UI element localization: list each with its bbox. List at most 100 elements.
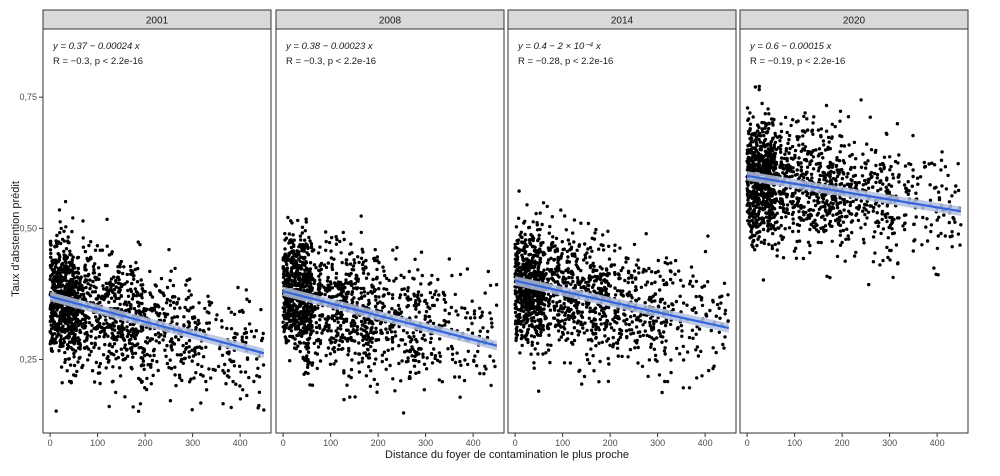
data-point bbox=[374, 327, 377, 330]
data-point bbox=[459, 364, 462, 367]
facet-strip-label: 2014 bbox=[611, 16, 634, 27]
data-point bbox=[93, 271, 96, 274]
data-point bbox=[356, 255, 359, 258]
data-point bbox=[315, 326, 318, 329]
data-point bbox=[69, 363, 72, 366]
data-point bbox=[588, 317, 591, 320]
data-point bbox=[140, 364, 143, 367]
data-point bbox=[233, 332, 236, 335]
data-point bbox=[340, 348, 343, 351]
data-point bbox=[206, 295, 209, 298]
data-point bbox=[466, 363, 469, 366]
data-point bbox=[60, 365, 63, 368]
data-point bbox=[360, 327, 363, 330]
data-point bbox=[351, 268, 354, 271]
data-point bbox=[520, 337, 523, 340]
data-point bbox=[192, 376, 195, 379]
data-point bbox=[430, 353, 433, 356]
data-point bbox=[212, 368, 215, 371]
data-point bbox=[164, 315, 167, 318]
data-point bbox=[92, 285, 95, 288]
data-point bbox=[303, 276, 306, 279]
data-point bbox=[409, 298, 412, 301]
data-point bbox=[576, 265, 579, 268]
data-point bbox=[152, 374, 155, 377]
data-point bbox=[669, 323, 672, 326]
data-point bbox=[428, 315, 431, 318]
data-point bbox=[301, 321, 304, 324]
data-point bbox=[577, 283, 580, 286]
data-point bbox=[547, 334, 550, 337]
data-point bbox=[203, 307, 206, 310]
data-point bbox=[543, 252, 546, 255]
data-point bbox=[184, 283, 187, 286]
data-point bbox=[262, 363, 265, 366]
data-point bbox=[50, 324, 53, 327]
data-point bbox=[205, 388, 208, 391]
data-point bbox=[628, 323, 631, 326]
data-point bbox=[207, 367, 210, 370]
data-point bbox=[557, 309, 560, 312]
data-point bbox=[593, 231, 596, 234]
data-point bbox=[571, 272, 574, 275]
data-point bbox=[612, 336, 615, 339]
data-point bbox=[518, 313, 521, 316]
data-point bbox=[286, 259, 289, 262]
data-point bbox=[473, 309, 476, 312]
data-point bbox=[141, 351, 144, 354]
data-point bbox=[318, 245, 321, 248]
data-point bbox=[555, 237, 558, 240]
data-point bbox=[165, 344, 168, 347]
data-point bbox=[81, 219, 84, 222]
data-point bbox=[75, 327, 78, 330]
data-point bbox=[538, 234, 541, 237]
data-point bbox=[625, 336, 628, 339]
data-point bbox=[103, 343, 106, 346]
data-point bbox=[524, 321, 527, 324]
data-point bbox=[106, 355, 109, 358]
data-point bbox=[155, 339, 158, 342]
data-point bbox=[561, 280, 564, 283]
data-point bbox=[77, 286, 80, 289]
data-point bbox=[170, 367, 173, 370]
data-point bbox=[140, 278, 143, 281]
data-point bbox=[521, 241, 524, 244]
data-point bbox=[292, 249, 295, 252]
data-point bbox=[567, 238, 570, 241]
data-point bbox=[693, 306, 696, 309]
data-point bbox=[241, 388, 244, 391]
data-point bbox=[79, 277, 82, 280]
data-point bbox=[397, 304, 400, 307]
data-point bbox=[454, 361, 457, 364]
data-point bbox=[308, 328, 311, 331]
data-point bbox=[362, 317, 365, 320]
data-point bbox=[771, 232, 774, 235]
data-point bbox=[342, 371, 345, 374]
data-point bbox=[421, 353, 424, 356]
data-point bbox=[654, 354, 657, 357]
data-point bbox=[286, 216, 289, 219]
data-point bbox=[230, 327, 233, 330]
data-point bbox=[87, 244, 90, 247]
data-point bbox=[334, 359, 337, 362]
data-point bbox=[363, 321, 366, 324]
data-point bbox=[360, 257, 363, 260]
data-point bbox=[245, 336, 248, 339]
data-point bbox=[352, 258, 355, 261]
data-point bbox=[426, 356, 429, 359]
data-point bbox=[363, 294, 366, 297]
data-point bbox=[650, 270, 653, 273]
data-point bbox=[629, 348, 632, 351]
data-point bbox=[62, 230, 65, 233]
data-point bbox=[675, 300, 678, 303]
data-point bbox=[309, 333, 312, 336]
data-point bbox=[621, 289, 624, 292]
data-point bbox=[92, 265, 95, 268]
data-point bbox=[58, 231, 61, 234]
data-point bbox=[70, 381, 73, 384]
data-point bbox=[94, 249, 97, 252]
data-point bbox=[57, 242, 60, 245]
data-point bbox=[400, 359, 403, 362]
data-point bbox=[61, 381, 64, 384]
